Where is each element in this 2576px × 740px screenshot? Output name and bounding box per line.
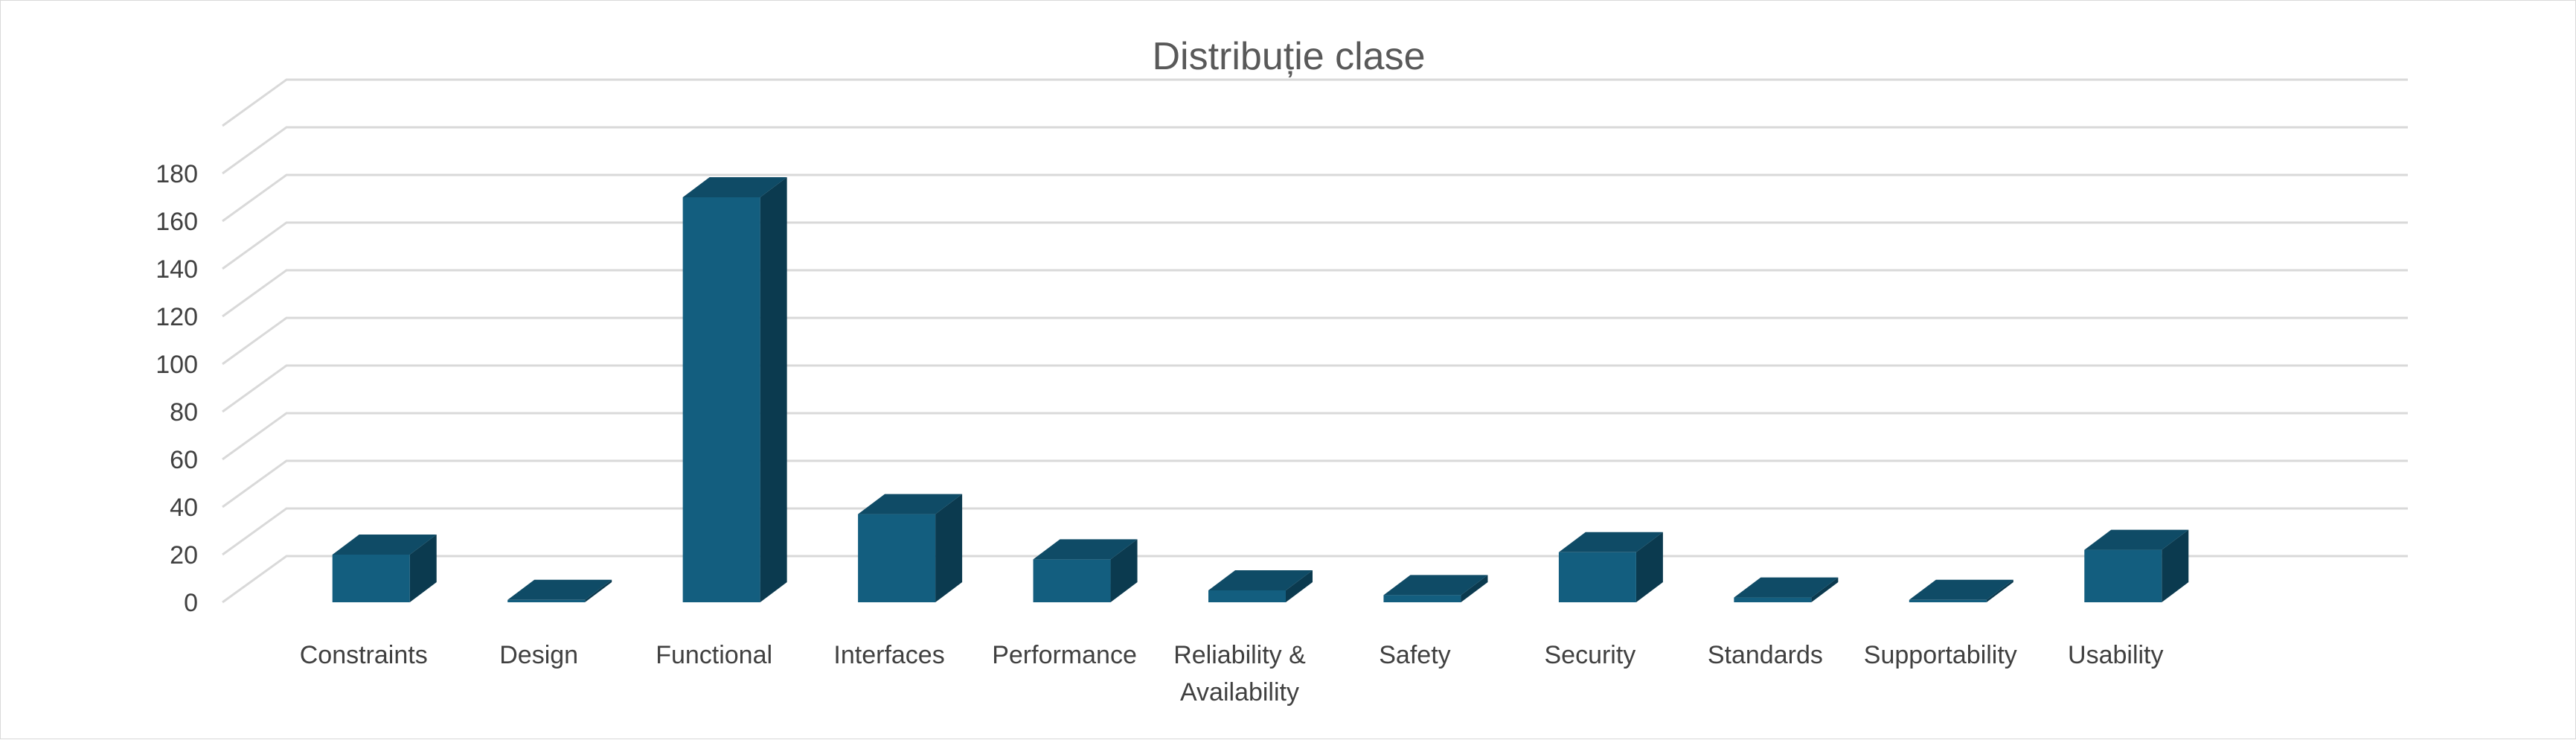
bar-side: [2162, 529, 2189, 602]
grid-line: [222, 316, 2408, 366]
x-category-label-line: Interfaces: [833, 641, 944, 669]
bar-side: [760, 177, 787, 602]
grid-line: [222, 126, 2408, 175]
x-category-label: Design: [499, 641, 578, 669]
bar-top: [1734, 577, 1839, 598]
bar-side: [1986, 579, 2013, 602]
bar-top: [2084, 529, 2189, 550]
x-category-label: Security: [1544, 641, 1635, 669]
bar: [682, 177, 787, 602]
bar-top: [1383, 575, 1488, 596]
chart-title: Distribuție clase: [1152, 35, 1425, 78]
grid-line: [222, 412, 2408, 461]
grid-line: [222, 78, 2408, 127]
x-category-label-line: Standards: [1708, 641, 1823, 669]
y-tick-label: 20: [170, 541, 198, 570]
y-tick-label: 140: [156, 255, 198, 284]
y-tick-label: 100: [156, 351, 198, 379]
grid-line: [222, 507, 2408, 556]
bar-front: [1033, 559, 1111, 602]
bar-top: [507, 579, 612, 600]
x-category-label-line: Constraints: [300, 641, 428, 669]
y-tick-label: 80: [170, 398, 198, 427]
x-category-label: Functional: [656, 641, 772, 669]
x-axis-labels: Constraints Design Functional Interfaces Per…: [300, 641, 2164, 706]
y-tick-label: 0: [184, 589, 198, 617]
bar-side: [1286, 570, 1313, 602]
bar: [332, 535, 437, 602]
grid-line: [222, 459, 2408, 508]
bar-side: [1811, 577, 1839, 602]
grid-line: [222, 221, 2408, 270]
x-category-label: Reliability & Availability: [1173, 641, 1306, 706]
bar-top: [1208, 570, 1313, 590]
grid-lines: [222, 78, 2408, 604]
bar-side: [1461, 575, 1488, 602]
x-category-label-line: Functional: [656, 641, 772, 669]
x-category-label: Performance: [992, 641, 1137, 669]
x-category-label: Interfaces: [833, 641, 944, 669]
bar: [1558, 532, 1663, 602]
x-category-label-line: Availability: [1180, 678, 1299, 706]
grid-line: [222, 173, 2408, 223]
bar: [507, 579, 612, 602]
x-category-label: Safety: [1379, 641, 1450, 669]
bar-front: [682, 197, 760, 602]
y-tick-label: 40: [170, 494, 198, 522]
bar-side: [1110, 539, 1138, 602]
bar-front: [1208, 590, 1286, 602]
y-tick-label: 160: [156, 208, 198, 236]
x-category-label: Constraints: [300, 641, 428, 669]
bar-side: [409, 535, 437, 602]
bar: [858, 494, 963, 602]
grid-line: [222, 555, 2408, 604]
bar: [1208, 570, 1313, 602]
grid-line: [222, 269, 2408, 318]
x-category-label-line: Security: [1544, 641, 1635, 669]
x-category-label-line: Safety: [1379, 641, 1450, 669]
x-category-label-line: Usability: [2068, 641, 2163, 669]
bar-front: [1909, 599, 1987, 602]
bar-top: [332, 535, 437, 555]
bar-side: [585, 579, 612, 602]
x-category-label-line: Performance: [992, 641, 1137, 669]
bar-top: [1909, 579, 2013, 600]
bar: [1909, 579, 2013, 602]
bar-front: [858, 514, 936, 602]
grid-line: [222, 364, 2408, 413]
bar-front: [507, 599, 586, 602]
x-category-label: Usability: [2068, 641, 2163, 669]
y-tick-label: 180: [156, 160, 198, 188]
x-category-label-line: Design: [499, 641, 578, 669]
y-tick-label: 120: [156, 303, 198, 331]
bar-front: [332, 555, 410, 602]
x-category-label-line: Reliability &: [1173, 641, 1306, 669]
bars: [332, 177, 2189, 602]
bar-top: [1558, 532, 1663, 552]
bar: [1383, 575, 1488, 602]
x-category-label: Supportability: [1864, 641, 2017, 669]
bar: [1734, 577, 1839, 602]
bar: [1033, 539, 1138, 602]
bar-side: [1635, 532, 1663, 602]
bar-front: [1734, 597, 1812, 602]
bar-top: [858, 494, 963, 514]
bar-side: [935, 494, 963, 602]
x-category-label-line: Supportability: [1864, 641, 2017, 669]
bar-top: [682, 177, 787, 197]
y-tick-label: 60: [170, 446, 198, 474]
bar-top: [1033, 539, 1138, 560]
y-axis-ticks: 0 20 40 60 80 100 120 140 160 180: [156, 160, 198, 617]
x-category-label: Standards: [1708, 641, 1823, 669]
bar-front: [1558, 552, 1636, 602]
bar-front: [1383, 595, 1461, 602]
bar-front: [2084, 549, 2162, 602]
bar: [2084, 529, 2189, 602]
